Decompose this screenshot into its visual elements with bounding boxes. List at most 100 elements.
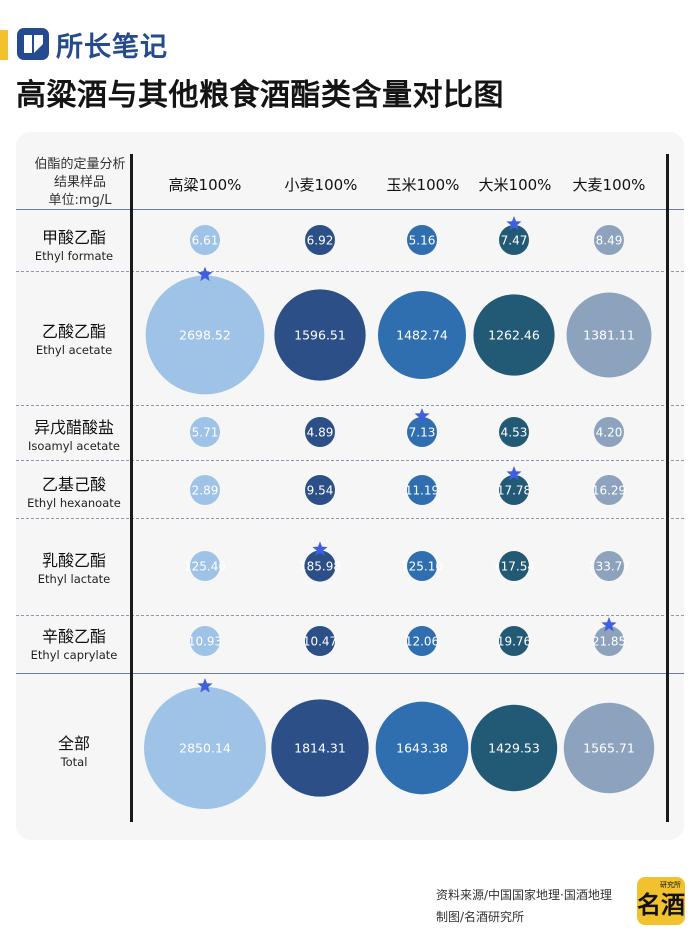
row-label: 甲酸乙酯 Ethyl formate bbox=[16, 224, 132, 263]
bubble bbox=[473, 294, 555, 376]
row-divider bbox=[16, 271, 684, 272]
bubble bbox=[499, 551, 529, 581]
value-label: 5.71 bbox=[192, 426, 219, 440]
header: 所长笔记 高粱酒与其他粮食酒酯类含量对比图 bbox=[0, 0, 700, 120]
brand-logo-icon bbox=[17, 28, 49, 60]
value-label: 5.16 bbox=[409, 234, 436, 248]
bubble-chart: 6.61 6.92 5.16 7.47 8.49 2698.52 1596.51 1482.7… bbox=[144, 216, 655, 809]
max-star-icon bbox=[197, 678, 213, 693]
value-label: 2.89 bbox=[192, 484, 219, 498]
bubble bbox=[594, 417, 624, 447]
value-label: 2698.52 bbox=[179, 328, 231, 343]
row-label-cn: 甲酸乙酯 bbox=[41, 228, 106, 247]
value-label: 1596.51 bbox=[294, 328, 346, 343]
row-divider bbox=[16, 405, 684, 406]
row-label: 乙基己酸 Ethyl hexanoate bbox=[16, 471, 132, 510]
bubble bbox=[274, 289, 366, 381]
credit-line: 制图/名酒研究所 bbox=[436, 910, 525, 924]
bubble bbox=[304, 550, 336, 582]
value-label: 133.77 bbox=[588, 560, 630, 574]
bubble bbox=[305, 626, 335, 656]
bubble bbox=[499, 626, 529, 656]
brand-logo: 所长笔记 bbox=[16, 24, 168, 64]
value-label: 16.29 bbox=[592, 484, 626, 498]
accent-bar bbox=[0, 30, 8, 60]
column-header-gaoliang: 高粱100% bbox=[168, 176, 242, 194]
value-label: 1262.46 bbox=[488, 328, 540, 343]
value-label: 12.06 bbox=[405, 635, 439, 649]
bubble bbox=[499, 475, 529, 505]
value-label: 11.19 bbox=[405, 484, 439, 498]
bubble bbox=[594, 626, 624, 656]
left-axis-line bbox=[130, 154, 133, 822]
value-label: 19.76 bbox=[497, 635, 531, 649]
table-meta-line1: 伯酯的定量分析 bbox=[34, 157, 126, 172]
source-line: 资料来源/中国国家地理·国酒地理 bbox=[436, 888, 612, 902]
value-label: 9.54 bbox=[307, 484, 334, 498]
value-label: 6.92 bbox=[307, 234, 334, 248]
value-label: 2850.14 bbox=[179, 741, 231, 756]
bubble bbox=[407, 475, 437, 505]
max-star-icon bbox=[197, 266, 213, 282]
row-label-cn: 辛酸乙酯 bbox=[41, 627, 106, 646]
table-meta-line2: 结果样品 bbox=[53, 175, 106, 190]
value-label: 7.13 bbox=[409, 426, 436, 440]
row-divider bbox=[16, 460, 684, 461]
value-label: 21.85 bbox=[592, 635, 626, 649]
row-label: 异戊醋酸盐 Isoamyl acetate bbox=[16, 414, 132, 453]
bubble bbox=[305, 417, 335, 447]
row-label-en: Total bbox=[60, 755, 88, 769]
bubble bbox=[470, 704, 558, 792]
bubble bbox=[144, 687, 266, 809]
max-star-icon bbox=[312, 541, 328, 556]
row-label: 乙酸乙酯 Ethyl acetate bbox=[16, 318, 132, 357]
value-label: 7.47 bbox=[501, 234, 528, 248]
bubble bbox=[190, 475, 220, 505]
row-divider bbox=[16, 518, 684, 519]
bubble bbox=[190, 417, 220, 447]
value-label: 4.53 bbox=[501, 426, 528, 440]
total-divider bbox=[16, 673, 684, 674]
value-label: 10.93 bbox=[188, 635, 222, 649]
bubble bbox=[305, 475, 335, 505]
bubble bbox=[563, 702, 655, 794]
bubble bbox=[594, 225, 624, 255]
row-divider bbox=[16, 615, 684, 616]
footer-logo-text: 名酒 bbox=[637, 891, 685, 919]
chart-panel: 伯酯的定量分析 结果样品 单位:mg/L 高粱100% 小麦100% 玉米100… bbox=[16, 132, 684, 840]
table-meta-line3: 单位:mg/L bbox=[48, 193, 112, 208]
row-label-en: Isoamyl acetate bbox=[28, 439, 120, 453]
value-label: 17.78 bbox=[497, 484, 531, 498]
bubble bbox=[305, 225, 335, 255]
column-header-xiaomai: 小麦100% bbox=[284, 176, 358, 194]
bubble bbox=[190, 626, 220, 656]
row-label-en: Ethyl hexanoate bbox=[27, 496, 121, 510]
row-label-cn: 乳酸乙酯 bbox=[41, 551, 106, 570]
bubble bbox=[190, 225, 220, 255]
value-label: 1643.38 bbox=[396, 741, 448, 756]
value-label: 1482.74 bbox=[396, 328, 448, 343]
header-divider bbox=[16, 209, 684, 210]
row-label-en: Ethyl lactate bbox=[37, 572, 111, 586]
value-label: 117.54 bbox=[493, 560, 535, 574]
row-label: 全部 Total bbox=[16, 730, 132, 769]
bubble bbox=[594, 551, 624, 581]
bubble bbox=[407, 626, 437, 656]
footer-logo: 研究所 名酒 bbox=[637, 877, 685, 925]
bubble bbox=[407, 551, 437, 581]
row-label-en: Ethyl caprylate bbox=[30, 648, 118, 662]
column-header-damai: 大麦100% bbox=[572, 176, 646, 194]
value-label: 4.89 bbox=[307, 426, 334, 440]
bubble bbox=[566, 292, 652, 378]
row-label-cn: 乙酸乙酯 bbox=[41, 322, 106, 341]
max-star-icon bbox=[506, 466, 522, 481]
column-header-yumi: 玉米100% bbox=[386, 176, 460, 194]
value-label: 125.46 bbox=[184, 560, 226, 574]
row-label: 辛酸乙酯 Ethyl caprylate bbox=[16, 623, 132, 662]
value-label: 1381.11 bbox=[583, 328, 635, 343]
bubble bbox=[190, 551, 220, 581]
row-label-cn: 乙基己酸 bbox=[41, 475, 106, 494]
value-label: 10.47 bbox=[303, 635, 337, 649]
brand-name: 所长笔记 bbox=[56, 31, 168, 63]
row-label-en: Ethyl acetate bbox=[35, 343, 113, 357]
